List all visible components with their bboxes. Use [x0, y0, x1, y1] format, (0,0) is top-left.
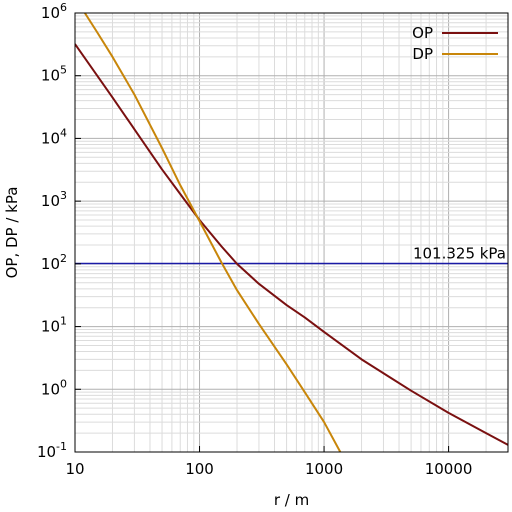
grid — [74, 13, 509, 453]
legend-label-op: OP — [412, 24, 433, 42]
y-tick-labels: 10-1 100 101 102 103 104 105 106 — [37, 1, 81, 461]
y-tick-label: 101 — [41, 315, 67, 336]
series-group — [75, 13, 508, 452]
x-tick-label: 100 — [185, 460, 214, 478]
reference-line-label: 101.325 kPa — [413, 244, 506, 262]
legend-label-dp: DP — [412, 45, 433, 63]
x-tick-label: 10 — [65, 460, 84, 478]
y-tick-label: 102 — [41, 252, 67, 273]
y-tick-label: 100 — [41, 377, 67, 398]
y-tick-label: 105 — [41, 64, 67, 85]
legend: OP DP — [412, 24, 498, 63]
y-axis-label: OP, DP / kPa — [3, 187, 21, 279]
y-tick-label: 103 — [41, 189, 67, 210]
series-line-dp — [84, 13, 342, 452]
plot-frame — [74, 12, 509, 453]
series-line-op — [75, 43, 508, 446]
x-tick-label: 1000 — [305, 460, 343, 478]
x-axis-label: r / m — [274, 491, 309, 509]
x-tick-label: 10000 — [425, 460, 473, 478]
y-tick-label: 106 — [41, 1, 67, 22]
y-tick-label: 104 — [41, 126, 67, 147]
y-tick-label: 10-1 — [37, 440, 67, 461]
x-tick-labels: 10 100 1000 10000 — [65, 446, 472, 478]
